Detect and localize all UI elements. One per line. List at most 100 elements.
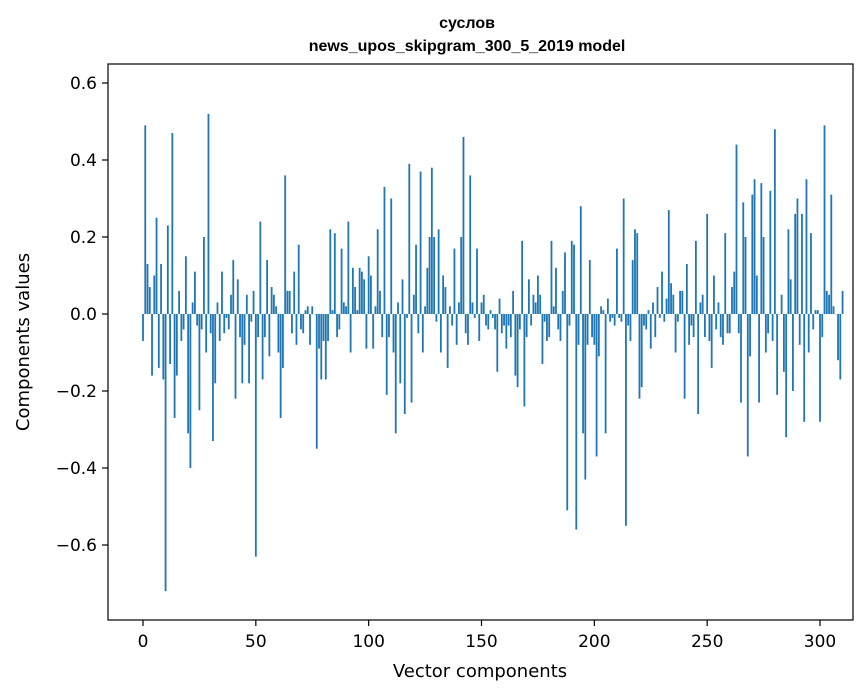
- bar-91: [347, 221, 350, 314]
- bar-45: [243, 314, 246, 345]
- bar-250: [706, 213, 709, 314]
- bar-81: [324, 314, 327, 380]
- bar-8: [160, 263, 162, 314]
- bar-279: [771, 314, 774, 341]
- bar-227: [654, 314, 657, 338]
- bar-225: [649, 314, 652, 349]
- bar-265: [740, 314, 742, 403]
- bar-141: [460, 237, 463, 314]
- bar-153: [487, 314, 490, 330]
- bar-293: [803, 314, 806, 422]
- bar-284: [782, 314, 785, 372]
- bar-28: [205, 314, 208, 353]
- bar-267: [744, 237, 747, 314]
- bar-24: [196, 314, 199, 326]
- x-tick-label: 200: [578, 632, 610, 652]
- bar-40: [232, 260, 235, 314]
- bar-1: [144, 125, 147, 314]
- bar-120: [412, 294, 415, 314]
- bar-102: [372, 314, 375, 349]
- bar-220: [638, 314, 641, 399]
- bar-20: [187, 314, 190, 434]
- y-axis-ticks: −0.6 −0.4 −0.2 0.0 0.2 0.4 0.6: [56, 74, 108, 556]
- bar-161: [505, 314, 508, 349]
- bar-239: [681, 290, 684, 314]
- bar-125: [424, 306, 426, 314]
- bar-218: [634, 229, 636, 314]
- bar-105: [379, 290, 381, 314]
- bar-237: [676, 314, 679, 322]
- bar-136: [449, 306, 451, 314]
- bar-195: [582, 314, 584, 434]
- bar-19: [184, 256, 187, 314]
- bar-244: [692, 314, 695, 338]
- bar-165: [514, 314, 517, 376]
- bar-151: [482, 294, 485, 314]
- bar-56: [268, 314, 271, 357]
- bar-233: [667, 210, 670, 314]
- bar-184: [557, 314, 560, 330]
- bar-63: [284, 175, 287, 314]
- bar-181: [550, 240, 553, 314]
- bar-207: [609, 314, 612, 322]
- bar-54: [263, 314, 266, 338]
- bar-92: [349, 314, 352, 353]
- bar-175: [537, 275, 539, 314]
- y-tick-label: −0.4: [56, 459, 97, 479]
- bar-119: [410, 314, 413, 403]
- bar-116: [403, 314, 406, 415]
- bar-17: [180, 314, 183, 341]
- bar-256: [719, 314, 722, 338]
- bar-172: [530, 314, 533, 326]
- bar-166: [516, 314, 519, 388]
- bar-34: [218, 314, 221, 341]
- bar-143: [464, 314, 467, 334]
- bar-171: [527, 279, 530, 314]
- plot-frame: [107, 63, 854, 621]
- bar-249: [704, 314, 706, 338]
- bar-87: [338, 314, 341, 330]
- bar-131: [437, 229, 440, 314]
- bar-27: [203, 237, 205, 314]
- bar-203: [600, 306, 603, 314]
- bar-289: [794, 213, 797, 314]
- bar-22: [191, 302, 194, 314]
- bar-212: [620, 314, 623, 322]
- bar-51: [257, 314, 259, 338]
- bar-190: [570, 240, 573, 314]
- bar-219: [636, 233, 639, 314]
- bar-189: [568, 314, 571, 326]
- bar-248: [701, 294, 704, 314]
- bar-101: [370, 275, 372, 314]
- bar-246: [697, 314, 700, 415]
- bar-133: [442, 275, 445, 314]
- bar-156: [494, 314, 496, 330]
- bar-37: [225, 314, 228, 318]
- bar-210: [616, 248, 618, 314]
- bar-111: [392, 314, 395, 353]
- bar-32: [214, 314, 217, 384]
- bar-129: [433, 237, 436, 314]
- bar-109: [388, 314, 390, 338]
- bar-230: [661, 271, 663, 314]
- bar-170: [525, 314, 528, 338]
- bar-70: [300, 314, 302, 330]
- bar-123: [419, 171, 422, 314]
- bar-204: [602, 310, 605, 314]
- bar-147: [473, 314, 476, 318]
- bar-112: [394, 314, 397, 434]
- bar-10: [164, 314, 167, 592]
- bar-179: [546, 314, 548, 341]
- bar-142: [462, 136, 465, 314]
- bar-290: [796, 198, 799, 314]
- bar-26: [200, 314, 203, 330]
- bar-191: [573, 244, 575, 314]
- x-axis-label: Vector components: [393, 661, 567, 682]
- y-tick-label: 0.4: [70, 151, 97, 171]
- bar-127: [428, 237, 431, 314]
- y-tick-label: −0.2: [56, 382, 97, 402]
- bar-240: [683, 314, 686, 399]
- bar-306: [832, 306, 835, 314]
- chart-title-line2: news_upos_skipgram_300_5_2019 model: [309, 38, 626, 55]
- bar-36: [223, 314, 226, 334]
